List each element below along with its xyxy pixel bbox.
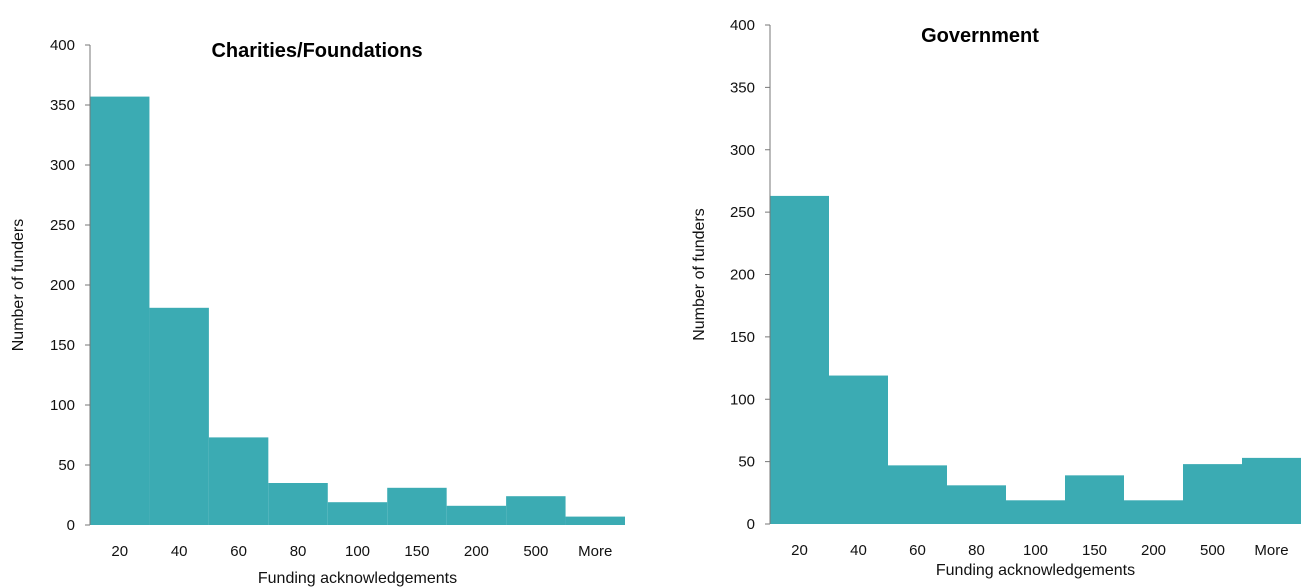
bar-more	[565, 516, 625, 525]
chart-government: 0 50 100 150 200 250 300 350 400 20 40 60 80 100 150 20…	[691, 17, 1301, 579]
bar-100	[327, 502, 388, 525]
bar-60	[208, 437, 269, 525]
x-tick-label: More	[578, 543, 612, 560]
bar-60	[888, 465, 947, 524]
x-tick-label: 60	[230, 543, 247, 560]
bar-80	[268, 483, 328, 525]
y-tick-label: 350	[730, 79, 755, 96]
x-tick-label: 20	[791, 542, 808, 559]
bar-more	[1242, 457, 1301, 524]
x-axis-label: Funding acknowledgements	[258, 570, 457, 587]
bar-40	[829, 375, 888, 524]
y-tick-label: 200	[730, 267, 755, 284]
y-tick-label: 300	[50, 157, 75, 174]
y-tick-label: 50	[58, 457, 75, 474]
x-tick-label: 500	[1200, 542, 1225, 559]
y-tick-label: 150	[730, 329, 755, 346]
chart-title: Government	[921, 25, 1039, 47]
chart-charities-foundations: 0 50 100 150 200 250 300 350 400 20 40 60 80 100 150 20…	[10, 37, 625, 587]
x-tick-label: 80	[968, 542, 985, 559]
y-tick-label: 300	[730, 142, 755, 159]
y-tick-label: 100	[50, 397, 75, 414]
bar-20	[90, 96, 150, 525]
y-tick-label: 350	[50, 97, 75, 114]
bar-80	[947, 485, 1006, 524]
bar-200	[1124, 500, 1183, 524]
bar-150	[1065, 475, 1124, 524]
x-tick-label: 40	[171, 543, 188, 560]
bar-500	[506, 496, 566, 525]
y-tick-label: 0	[67, 517, 75, 534]
chart-title: Charities/Foundations	[211, 40, 422, 62]
x-axis-label: Funding acknowledgements	[936, 562, 1135, 579]
y-tick-label: 100	[730, 391, 755, 408]
bar-200	[446, 505, 507, 525]
bar-150	[387, 487, 447, 525]
y-tick-label: 250	[730, 204, 755, 221]
x-tick-label: 100	[1023, 542, 1048, 559]
y-axis-label: Number of funders	[691, 208, 708, 341]
x-tick-label: 200	[1141, 542, 1166, 559]
y-axis-label: Number of funders	[10, 219, 27, 352]
x-tick-label: 500	[523, 543, 548, 560]
x-tick-label: 200	[464, 543, 489, 560]
x-tick-label: More	[1254, 542, 1288, 559]
x-tick-label: 20	[111, 543, 128, 560]
y-tick-label: 200	[50, 277, 75, 294]
x-tick-label: 150	[1082, 542, 1107, 559]
y-tick-label: 150	[50, 337, 75, 354]
y-tick-label: 0	[747, 516, 755, 533]
bar-500	[1183, 464, 1242, 524]
bar-20	[770, 195, 829, 524]
bar-40	[149, 307, 209, 525]
y-tick-label: 400	[730, 17, 755, 34]
y-tick-label: 400	[50, 37, 75, 54]
y-tick-label: 250	[50, 217, 75, 234]
x-tick-label: 100	[345, 543, 370, 560]
y-tick-label: 50	[738, 454, 755, 471]
bar-100	[1006, 500, 1065, 524]
x-tick-label: 40	[850, 542, 867, 559]
x-tick-label: 60	[909, 542, 926, 559]
x-tick-label: 80	[290, 543, 307, 560]
x-tick-label: 150	[404, 543, 429, 560]
